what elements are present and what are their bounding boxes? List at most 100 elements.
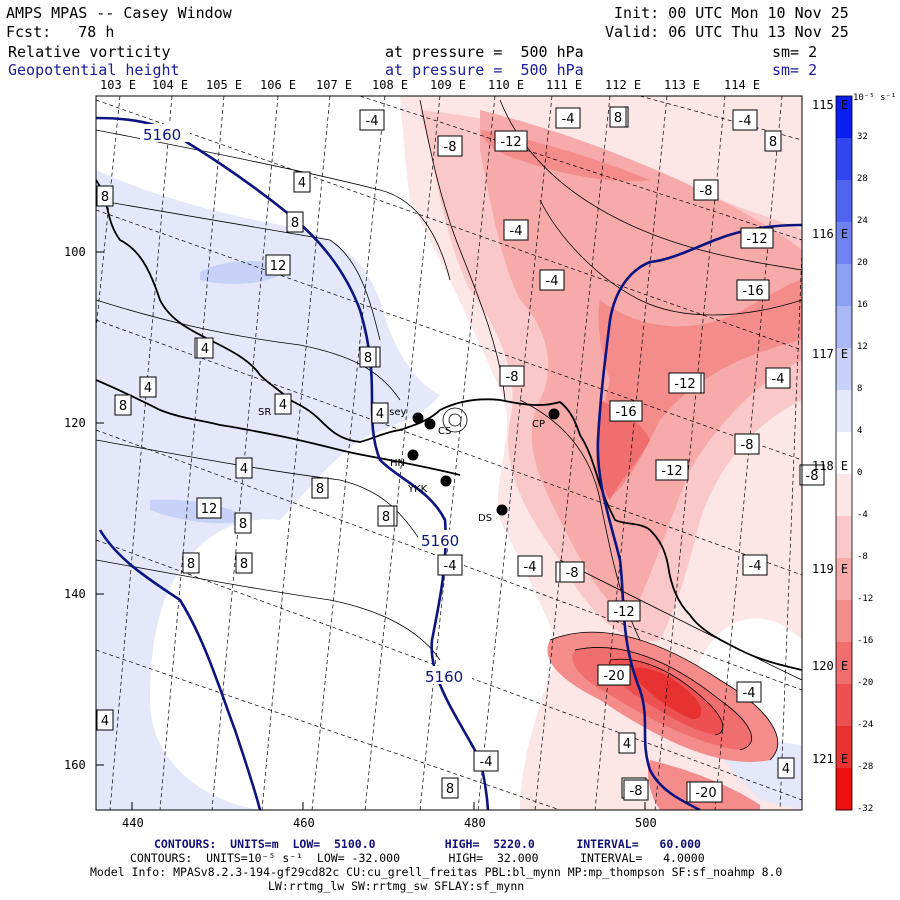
vorticity-label: 8 — [446, 782, 454, 797]
colorbar-swatch — [836, 222, 852, 265]
station-label-cs: CS — [438, 426, 451, 437]
lon-label: 112 E — [605, 78, 642, 92]
vorticity-label: 4 — [279, 398, 287, 413]
vorticity-contour-info: CONTOURS: UNITS=10⁻⁵ s⁻¹ LOW= -32.000 HI… — [130, 851, 705, 865]
lon-label-right: 116 E — [812, 227, 849, 241]
vorticity-label: -20 — [695, 786, 716, 801]
vorticity-label-box — [623, 779, 649, 801]
vorticity-label-box — [559, 561, 585, 583]
colorbar-units: 10⁻⁵ s⁻¹ — [853, 93, 897, 103]
colorbar-swatch — [836, 474, 852, 517]
vorticity-label-box — [114, 394, 132, 416]
vorticity-contours — [96, 99, 802, 761]
vorticity-label-box — [441, 777, 459, 799]
vorticity-label-box — [377, 505, 395, 527]
vorticity-label: 4 — [376, 407, 384, 422]
vorticity-label: -16 — [742, 284, 763, 299]
vorticity-label-box — [609, 400, 643, 422]
lon-label: 107 E — [316, 78, 353, 92]
vorticity-label: -4 — [480, 755, 493, 770]
vorticity-label: 8 — [239, 517, 247, 532]
vorticity-label-box — [473, 750, 499, 772]
y-tick-label: 140 — [64, 587, 86, 601]
colorbar-tick-label: -8 — [857, 552, 868, 562]
lon-label: 114 E — [724, 78, 761, 92]
vorticity-label-box — [293, 171, 311, 193]
station-marker-hn — [407, 449, 419, 461]
vorticity-label: -8 — [700, 184, 713, 199]
colorbar-tick-label: -16 — [857, 636, 874, 646]
colorbar-tick-label: 24 — [857, 216, 868, 226]
vorticity-label: 8 — [614, 111, 622, 126]
station-label-sr: SR — [258, 407, 271, 418]
height-label: 5160 — [425, 668, 463, 686]
vorticity-label: 4 — [144, 381, 152, 396]
lon-label-right: 120 E — [812, 659, 849, 673]
vorticity-label-box — [311, 477, 329, 499]
model-info: Model Info: MPASv8.2.3-194-gf29cd82c CU:… — [90, 865, 783, 879]
vorticity-label-box — [607, 600, 641, 622]
vorticity-label-box — [371, 402, 389, 424]
vorticity-label-box — [539, 269, 565, 291]
forecast-hour: Fcst: 78 h — [6, 23, 115, 41]
vorticity-label: -12 — [674, 377, 695, 392]
vorticity-label: 8 — [769, 135, 777, 150]
vorticity-label-box — [494, 130, 528, 152]
station-label-ykk: YKK — [407, 484, 428, 495]
vorticity-label-box — [235, 457, 253, 479]
colorbar-swatch — [836, 684, 852, 727]
colorbar-swatch — [836, 180, 852, 223]
vorticity-label: -4 — [444, 559, 457, 574]
lon-label: 108 E — [372, 78, 409, 92]
app-title: AMPS MPAS -- Casey Window — [6, 4, 232, 22]
vorticity-label: -12 — [746, 232, 767, 247]
colorbar-swatch — [836, 138, 852, 181]
colorbar-tick-label: 20 — [857, 258, 868, 268]
vorticity-label-box — [742, 554, 768, 576]
lon-label: 106 E — [260, 78, 297, 92]
vorticity-label-box — [668, 372, 702, 394]
colorbar-tick-label: -20 — [857, 678, 874, 688]
lon-label: 110 E — [488, 78, 525, 92]
plot-frame — [95, 95, 803, 811]
lon-label: 111 E — [546, 78, 583, 92]
vorticity-label: -8 — [630, 784, 643, 799]
lon-label-right: 115 E — [812, 98, 849, 112]
init-time: Init: 00 UTC Mon 10 Nov 25 — [614, 4, 849, 22]
colorbar-tick-label: -12 — [857, 594, 874, 604]
vorticity-label: 4 — [240, 462, 248, 477]
colorbar-tick-label: 28 — [857, 174, 868, 184]
vorticity-label: 4 — [101, 714, 109, 729]
axis-ticks — [96, 251, 646, 810]
vorticity-label-box — [359, 109, 385, 131]
y-tick-label: 160 — [64, 758, 86, 772]
vorticity-label-box — [196, 337, 214, 359]
vorticity-label: 8 — [119, 399, 127, 414]
lon-label: 103 E — [100, 78, 137, 92]
colorbar-swatch — [836, 390, 852, 433]
colorbar-swatch — [836, 768, 852, 811]
colorbar-swatch — [836, 432, 852, 475]
station-label-casey: Casey — [376, 407, 406, 418]
vorticity-label: -4 — [510, 224, 523, 239]
station-label-hn: HN — [390, 458, 405, 469]
vorticity-label: -8 — [506, 370, 519, 385]
vorticity-label: 12 — [270, 259, 287, 274]
vorticity-label-box — [503, 219, 529, 241]
vorticity-label-box — [618, 732, 636, 754]
station-label-ds: DS — [478, 513, 492, 524]
vorticity-label-box — [96, 185, 114, 207]
vorticity-label-box — [234, 512, 252, 534]
lon-label: 105 E — [206, 78, 243, 92]
lon-label-right: 119 E — [812, 562, 849, 576]
colorbar-tick-label: -28 — [857, 762, 874, 772]
vorticity-label-box — [265, 254, 291, 276]
colorbar — [835, 95, 853, 811]
station-labels: SR CS HN YKK DS CP Casey — [258, 407, 545, 524]
y-tick-label: 120 — [64, 416, 86, 430]
vorticity-label: -4 — [562, 112, 575, 127]
vorticity-label: -8 — [806, 469, 819, 484]
colorbar-tick-label: 0 — [857, 468, 863, 478]
negative-vorticity-area — [598, 400, 650, 500]
graticule — [96, 96, 802, 810]
